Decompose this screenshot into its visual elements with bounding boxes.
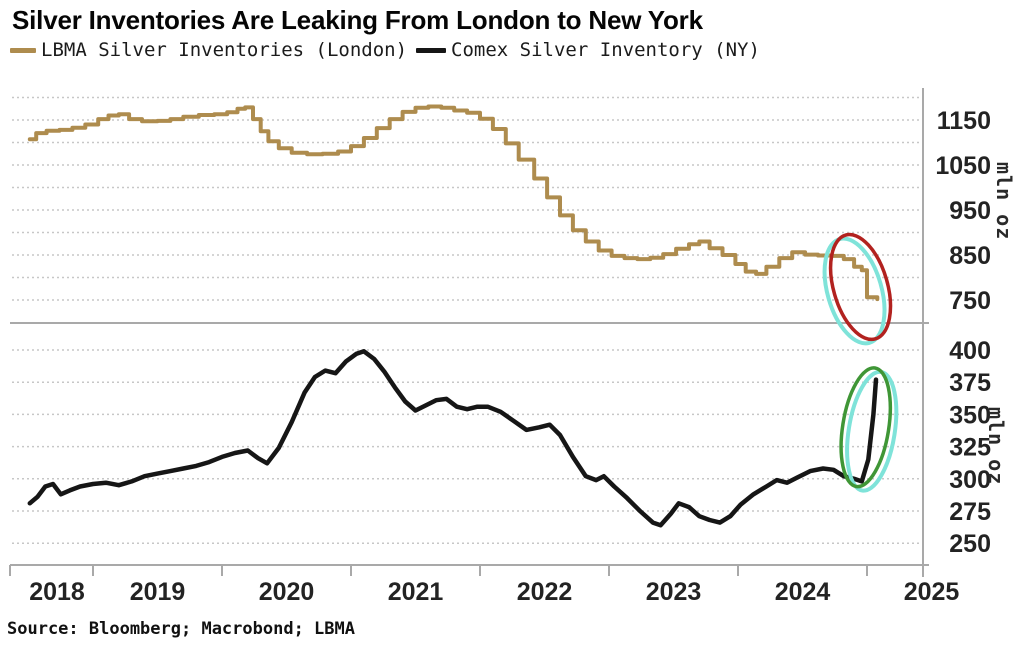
x-tick-label: 2023 [646, 578, 702, 606]
lbma-series-line [27, 104, 880, 302]
y-tick-label: 325 [949, 434, 991, 462]
x-tick-label: 2025 [904, 578, 960, 606]
y-tick-label: 400 [949, 337, 991, 365]
y-tick-label: 275 [949, 498, 991, 526]
lbma-line-swatch [10, 47, 36, 53]
legend-label-comex: Comex Silver Inventory (NY) [451, 39, 760, 61]
x-tick-label: 2022 [517, 578, 573, 606]
legend: LBMA Silver Inventories (London) Comex S… [10, 39, 760, 61]
x-tick-label: 2024 [775, 578, 831, 606]
y-axis-unit-top: mln oz [992, 162, 1016, 241]
y-axis-unit-bottom: mln oz [984, 407, 1008, 486]
x-tick-label: 2021 [388, 578, 444, 606]
y-tick-label: 850 [949, 242, 991, 270]
legend-item-comex: Comex Silver Inventory (NY) [416, 39, 760, 61]
y-tick-label: 950 [949, 197, 991, 225]
y-tick-label: 250 [949, 530, 991, 558]
y-tick-label: 1150 [937, 107, 991, 135]
legend-item-lbma: LBMA Silver Inventories (London) [10, 39, 407, 61]
x-tick-label: 2020 [259, 578, 315, 606]
y-tick-label: 1050 [935, 152, 991, 180]
comex-series-line [27, 349, 879, 528]
y-tick-label: 300 [949, 466, 991, 494]
y-tick-label: 375 [949, 369, 991, 397]
x-tick-label: 2019 [130, 578, 186, 606]
y-tick-label: 750 [949, 287, 991, 315]
source-attribution: Source: Bloomberg; Macrobond; LBMA [7, 619, 355, 639]
x-tick-label: 2018 [29, 578, 85, 606]
legend-label-lbma: LBMA Silver Inventories (London) [41, 39, 408, 61]
chart-title: Silver Inventories Are Leaking From Lond… [12, 5, 703, 35]
y-tick-label: 350 [949, 401, 991, 429]
red-ellipse [828, 232, 893, 342]
green-ellipse [839, 366, 893, 489]
comex-line-swatch [416, 47, 447, 53]
